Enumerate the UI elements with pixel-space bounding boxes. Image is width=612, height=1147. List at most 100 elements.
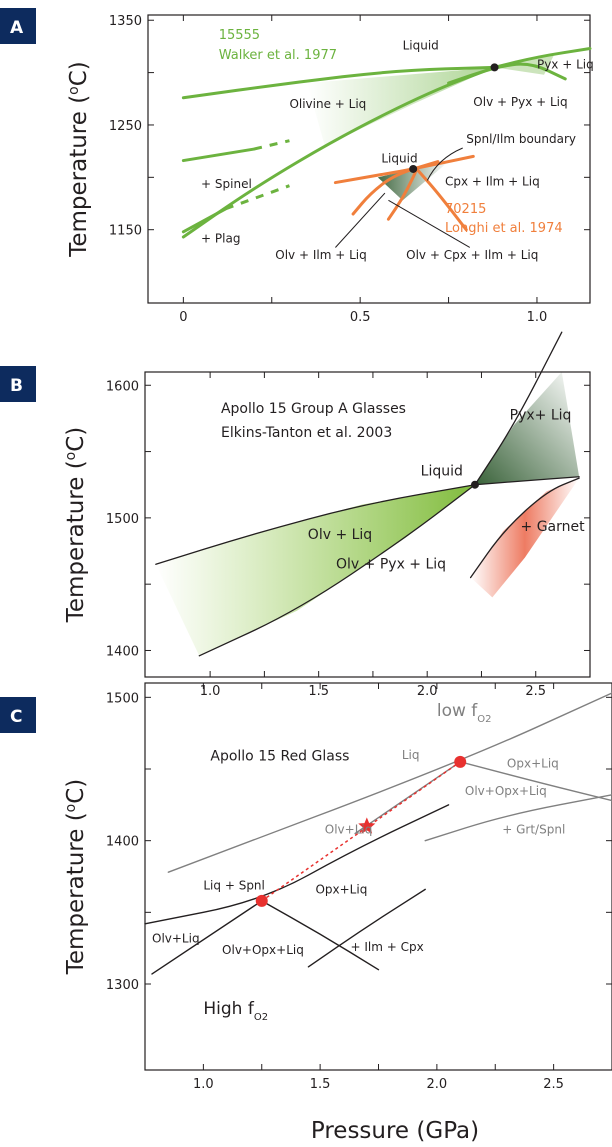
red-saturation-point — [454, 755, 467, 768]
phase-boundary-line — [151, 900, 263, 975]
panel-a-tag — [0, 8, 36, 44]
olv-cpx-ilm-liq-label: Olv + Cpx + Ilm + Liq — [406, 248, 538, 262]
phase-boundary-dashed-line — [225, 184, 290, 211]
multiple-saturation-point — [470, 480, 479, 489]
phase-boundary-dashed-line — [253, 139, 290, 151]
star-marker — [358, 817, 376, 834]
phase-boundary-line — [144, 804, 450, 925]
phase-boundary-line — [181, 147, 256, 163]
y-tick-label: 1400 — [106, 835, 139, 850]
olv-opx-liq-low-label: Olv+Opx+Liq — [222, 943, 304, 957]
olv-liq-low-label: Olv+Liq — [152, 931, 200, 945]
x-tick-label: 2.0 — [427, 1077, 448, 1092]
x-tick-label: 1.0 — [527, 310, 548, 325]
liq-label: Liq — [402, 748, 420, 762]
phase-boundary-line — [474, 331, 563, 486]
phase-boundary-line — [415, 167, 468, 232]
spnl-ilm-boundary-label: Spnl/Ilm boundary — [466, 132, 576, 146]
phase-boundary-line — [424, 794, 612, 842]
plag-label: + Plag — [201, 231, 240, 245]
phase-boundary-line — [261, 900, 380, 971]
y-axis-title: Temperature (oC) — [63, 779, 89, 976]
glasses-title-line2: Elkins-Tanton et al. 2003 — [221, 425, 392, 441]
spnl-ilm-leader — [426, 147, 463, 181]
y-axis-title: Temperature (oC) — [66, 61, 92, 258]
olv-ilm-liq-leader — [335, 192, 386, 248]
y-axis-title: Temperature (oC) — [63, 427, 89, 624]
panel-b-tag-label: B — [10, 376, 23, 396]
phase-boundary-line — [167, 692, 612, 873]
panel-a-frame — [147, 14, 591, 304]
phase-boundary-line — [181, 207, 228, 234]
multiple-saturation-point — [409, 164, 418, 173]
olv-ilm-liq-label: Olv + Ilm + Liq — [275, 248, 366, 262]
garnet-label: + Garnet — [521, 519, 586, 535]
phase-boundary-line — [351, 160, 440, 216]
panel-c-tag — [0, 697, 36, 733]
x-tick-label: 1.5 — [310, 1077, 331, 1092]
grt-spnl-label: + Grt/Spnl — [502, 823, 565, 837]
phase-boundary-line — [447, 62, 567, 85]
olv-liq-mid-label: Olv+Liq — [325, 823, 373, 837]
red-glass-title: Apollo 15 Red Glass — [210, 748, 349, 764]
panel-a-tag-label: A — [10, 18, 24, 38]
liq-spnl-label: Liq + Spnl — [203, 878, 265, 892]
olv-cpx-ilm-liq-leader — [388, 199, 471, 248]
x-tick-label: 0 — [179, 310, 187, 325]
series-15555-label: 15555 — [219, 28, 260, 43]
x-tick-label: 2.5 — [543, 1077, 564, 1092]
ilm-cpx-label: + Ilm + Cpx — [350, 940, 423, 954]
olv-pyx-liq-label: Olv + Pyx + Liq — [336, 556, 446, 572]
olv-pyx-liq-label: Olv + Pyx + Liq — [473, 95, 567, 109]
glasses-title-line1: Apollo 15 Group A Glasses — [221, 401, 406, 417]
panel-c-chart: 1.0 1.5 2.0 2.5 1300 1400 1500 Temperature (oC)… — [63, 682, 612, 1092]
phase-boundary-line — [181, 65, 497, 239]
x-axis-title: Pressure (GPa) — [311, 1118, 479, 1144]
phase-boundary-line — [181, 65, 497, 100]
cpx-field-shading — [377, 161, 449, 201]
phase-boundary-line — [459, 761, 612, 802]
low-fO2-label: low fO2 — [437, 701, 492, 725]
y-tick-label: 1500 — [106, 512, 139, 527]
panel-a-chart: 0 0.5 1.0 1150 1250 1350 Temperature (oC) 15555… — [66, 14, 594, 325]
y-tick-label: 1600 — [106, 379, 139, 394]
x-tick-label: 0.5 — [350, 310, 371, 325]
liquid-mid-label: Liquid — [381, 152, 417, 166]
pyx-liq-label: Pyx+ Liq — [510, 408, 572, 424]
liquid-label: Liquid — [403, 39, 439, 53]
phase-boundary-line — [493, 47, 592, 69]
phase-boundary-line — [155, 484, 476, 565]
y-tick-label: 1400 — [106, 644, 139, 659]
panel-c-tag-label: C — [10, 707, 22, 727]
fO2-connector-dashed-line — [261, 761, 461, 902]
panel-b-frame — [144, 371, 591, 678]
olv-liq-label: Olv + Liq — [308, 527, 372, 543]
olivine-liquid-field-shading — [155, 484, 475, 656]
liquid-label: Liquid — [421, 463, 463, 479]
y-tick-label: 1250 — [109, 119, 142, 134]
x-tick-label: 1.5 — [308, 684, 329, 699]
red-saturation-point — [255, 894, 268, 907]
x-tick-label: 1.0 — [200, 684, 221, 699]
x-tick-label: 2.0 — [417, 684, 438, 699]
walker-citation-label: Walker et al. 1977 — [219, 48, 337, 63]
phase-boundary-line — [386, 167, 419, 221]
x-tick-label: 1.0 — [193, 1077, 214, 1092]
pyroxene-liquid-field-shading — [474, 372, 580, 485]
cpx-ilm-liq-label: Cpx + Ilm + Liq — [445, 175, 540, 189]
y-tick-label: 1350 — [109, 14, 142, 29]
phase-boundary-line — [198, 484, 476, 657]
series-70215-label: 70215 — [445, 202, 486, 217]
phase-boundary-line — [307, 888, 426, 968]
phase-boundary-line — [354, 761, 461, 835]
garnet-field-shading — [470, 478, 580, 598]
x-tick-label: 2.5 — [525, 684, 546, 699]
olv-opx-liq-top-label: Olv+Opx+Liq — [465, 784, 547, 798]
y-tick-label: 1300 — [106, 978, 139, 993]
phase-boundary-line — [469, 477, 580, 579]
y-tick-label: 1500 — [106, 691, 139, 706]
longhi-citation-label: Longhi et al. 1974 — [445, 221, 563, 236]
opx-liq-low-label: Opx+Liq — [315, 883, 367, 897]
opx-liq-top-label: Opx+Liq — [507, 757, 559, 771]
